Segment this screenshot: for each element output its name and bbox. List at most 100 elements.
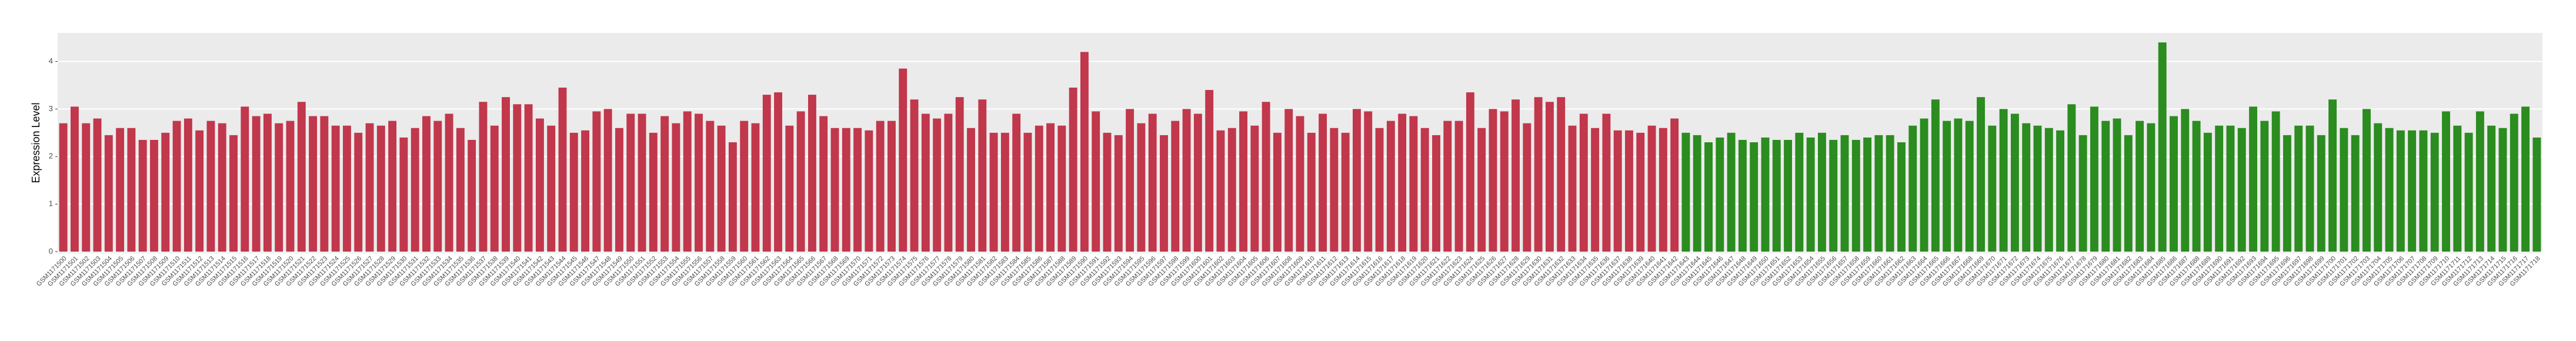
bar	[445, 113, 453, 252]
bar	[1000, 132, 1009, 252]
bar	[1432, 135, 1440, 252]
bar	[1591, 128, 1600, 252]
bar	[2033, 125, 2042, 252]
bar	[2453, 125, 2462, 252]
bar	[1840, 135, 1849, 252]
bar	[887, 121, 896, 252]
bar	[1160, 135, 1168, 252]
bar	[1092, 111, 1100, 252]
bar	[853, 128, 862, 252]
bar	[2078, 135, 2087, 252]
bar	[1353, 109, 1361, 252]
bar	[865, 130, 873, 252]
bar	[150, 139, 158, 252]
bar	[1545, 102, 1554, 252]
bar	[376, 125, 385, 252]
bar	[1534, 97, 1543, 252]
bar	[2260, 121, 2269, 252]
bar	[706, 121, 715, 252]
bar	[2124, 135, 2133, 252]
bar	[774, 92, 783, 252]
bar	[2510, 113, 2518, 252]
bar	[320, 116, 329, 252]
bar	[955, 97, 964, 252]
bar	[1330, 128, 1339, 252]
bar	[1817, 132, 1826, 252]
bar	[1148, 113, 1157, 252]
y-axis-label: Expression Level	[30, 102, 42, 183]
bar	[286, 121, 295, 252]
bar	[2442, 111, 2450, 252]
bar	[1954, 118, 1963, 252]
bar	[1750, 142, 1759, 252]
bar	[1398, 113, 1407, 252]
bar	[1420, 128, 1429, 252]
bar	[1012, 113, 1021, 252]
bar	[1988, 125, 1997, 252]
bar	[422, 116, 431, 252]
bar	[1716, 137, 1724, 252]
bar	[1069, 88, 1077, 252]
bar	[206, 121, 215, 252]
bar	[93, 118, 102, 252]
bar	[728, 142, 737, 252]
bar	[785, 125, 794, 252]
bar	[1262, 102, 1270, 252]
bar	[1613, 130, 1622, 252]
y-tick-label: 1	[49, 199, 53, 208]
bar	[2192, 121, 2201, 252]
bar	[468, 139, 476, 252]
bar	[558, 88, 567, 252]
bar	[1897, 142, 1906, 252]
bar	[2170, 116, 2178, 252]
bar	[1681, 132, 1690, 252]
bar	[1341, 132, 1350, 252]
bar	[2022, 123, 2031, 252]
bar	[1908, 125, 1917, 252]
bar	[1284, 109, 1293, 252]
bar	[1851, 139, 1860, 252]
bar	[2396, 130, 2405, 252]
bar	[1443, 121, 1452, 252]
bar	[1386, 121, 1395, 252]
bar	[989, 132, 998, 252]
bar	[2351, 135, 2360, 252]
bar	[1364, 111, 1373, 252]
bar	[2113, 118, 2121, 252]
bar	[1727, 132, 1736, 252]
bar	[1182, 109, 1191, 252]
bar	[660, 116, 669, 252]
bar	[1046, 123, 1055, 252]
bar	[1296, 116, 1304, 252]
bar	[2158, 42, 2167, 252]
bar	[2317, 135, 2325, 252]
bar	[309, 116, 318, 252]
bar	[2010, 113, 2019, 252]
bar	[1784, 139, 1793, 252]
bar	[127, 128, 136, 252]
bar	[603, 109, 612, 252]
bar	[1738, 139, 1747, 252]
bar	[241, 106, 249, 252]
bar	[807, 95, 816, 252]
bar	[1466, 92, 1474, 252]
bar	[2305, 125, 2314, 252]
bar	[2181, 109, 2190, 252]
bar	[70, 106, 79, 252]
bar	[1886, 135, 1894, 252]
bar	[2237, 128, 2246, 252]
bar	[411, 128, 419, 252]
bar	[1772, 139, 1781, 252]
bar	[1659, 128, 1667, 252]
bar	[2203, 132, 2212, 252]
bar	[2475, 111, 2484, 252]
bar	[513, 104, 522, 252]
bar	[2226, 125, 2235, 252]
bar	[1568, 125, 1577, 252]
bar	[1239, 111, 1247, 252]
bar	[717, 125, 726, 252]
bar	[695, 113, 703, 252]
bar	[1250, 125, 1259, 252]
bar	[1114, 135, 1123, 252]
